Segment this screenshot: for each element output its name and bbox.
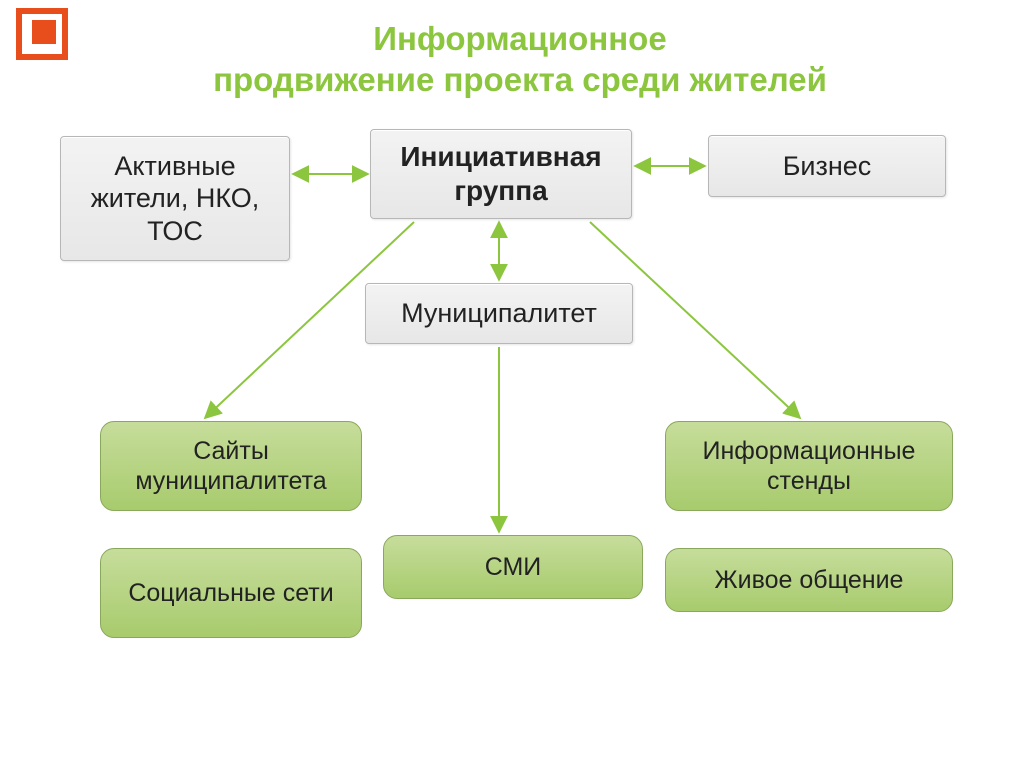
box-municipality: Муниципалитет <box>365 283 633 344</box>
label: Активные жители, НКО, ТОС <box>71 150 279 247</box>
label: Живое общение <box>715 565 904 595</box>
box-live-communication: Живое общение <box>665 548 953 612</box>
box-info-stands: Информационные стенды <box>665 421 953 511</box>
box-municipality-sites: Сайты муниципалитета <box>100 421 362 511</box>
connector-arrows <box>0 0 1024 767</box>
label: Информационные стенды <box>676 436 942 496</box>
box-business: Бизнес <box>708 135 946 197</box>
box-social-networks: Социальные сети <box>100 548 362 638</box>
box-initiative-group: Инициативная группа <box>370 129 632 219</box>
label: Инициативная группа <box>381 140 621 207</box>
label: СМИ <box>485 552 542 582</box>
diagram-stage: Информационное продвижение проекта среди… <box>0 0 1024 767</box>
label: Муниципалитет <box>401 297 597 329</box>
title-line-1: Информационное <box>373 20 666 57</box>
slide-title: Информационное продвижение проекта среди… <box>120 18 920 101</box>
label: Бизнес <box>783 150 872 182</box>
slide-logo <box>16 8 68 60</box>
label: Сайты муниципалитета <box>111 436 351 496</box>
label: Социальные сети <box>128 578 333 608</box>
box-active-residents: Активные жители, НКО, ТОС <box>60 136 290 261</box>
box-mass-media: СМИ <box>383 535 643 599</box>
title-line-2: продвижение проекта среди жителей <box>213 61 827 98</box>
